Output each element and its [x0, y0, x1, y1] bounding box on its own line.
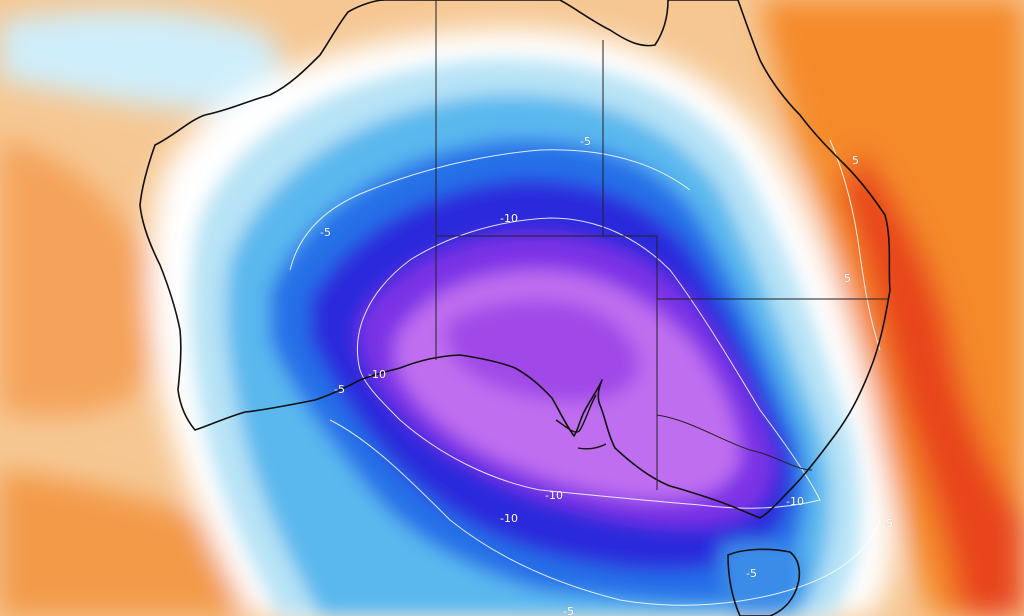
contour-label: -5 — [320, 226, 331, 239]
contour-label: -10 — [545, 489, 563, 502]
contour-label: -5 — [580, 135, 591, 148]
state-borders — [435, 0, 888, 490]
east-hot-zone — [840, 150, 1024, 616]
contour-label: 5 — [852, 154, 859, 167]
contour-label: -10 — [500, 512, 518, 525]
contour-label: -5 — [746, 567, 757, 580]
contour-label: -10 — [500, 212, 518, 225]
contour-minus5-south — [329, 419, 881, 606]
tasmania-coastline — [727, 548, 801, 616]
contour-minus5-west — [289, 149, 691, 271]
core-highlight — [445, 300, 640, 403]
contour-minus10-main — [356, 217, 821, 509]
tasmania-cold-zone — [719, 540, 807, 616]
contour-label: -5 — [882, 517, 893, 530]
contour-label: -5 — [334, 383, 345, 396]
contour-label: -10 — [786, 495, 804, 508]
contour-label: -10 — [368, 368, 386, 381]
contour-lines — [289, 139, 881, 606]
contour-labels: -5 -10 -5 -10 -5 -10 5 5 -10 -10 -5 -5 -… — [320, 135, 894, 616]
gulf-detail — [555, 394, 607, 450]
contour-label: -5 — [563, 605, 574, 616]
australia-coastline — [139, 0, 891, 519]
north-cool-zone — [0, 10, 281, 110]
contour-5-east — [829, 139, 881, 351]
cold-core — [190, 59, 861, 616]
west-warm-zone — [0, 140, 161, 417]
border-nsw-vic — [656, 414, 813, 471]
contour-label: 5 — [844, 272, 851, 285]
